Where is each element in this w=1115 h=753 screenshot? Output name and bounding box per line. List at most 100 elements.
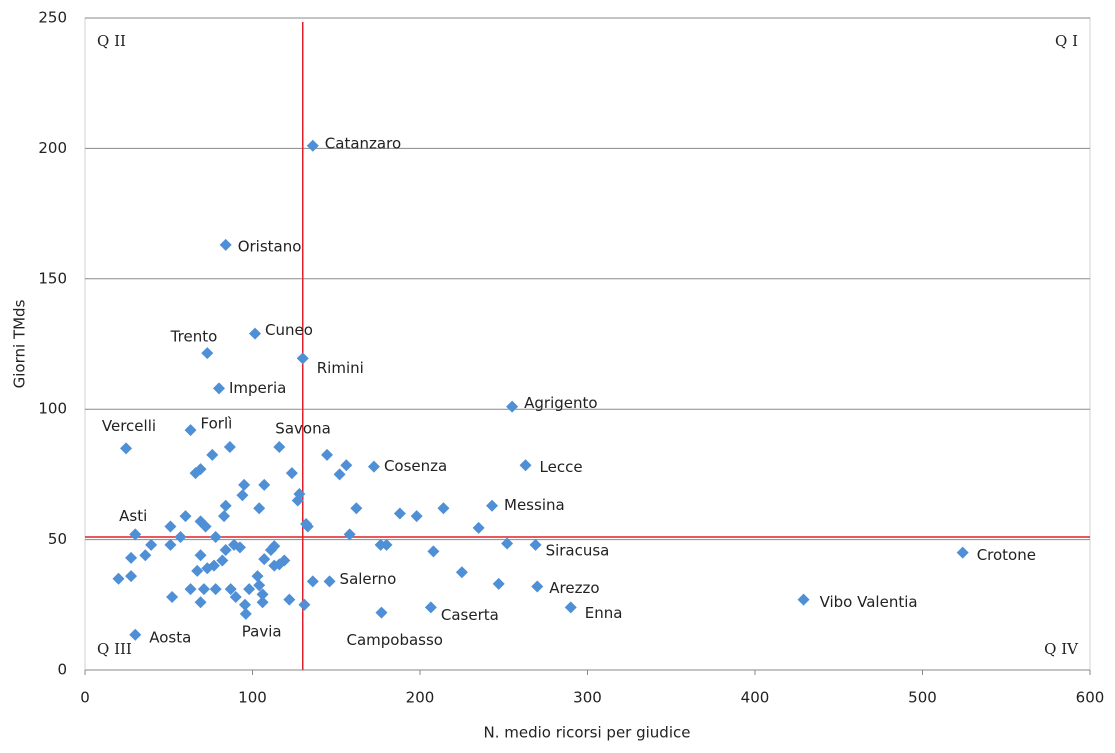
point	[797, 593, 810, 606]
point	[298, 598, 311, 611]
point	[268, 540, 281, 553]
x-tick-label: 600	[1076, 689, 1105, 707]
point	[455, 566, 468, 579]
point	[243, 583, 256, 596]
point	[410, 510, 423, 523]
x-tick-label: 300	[573, 689, 602, 707]
point	[201, 347, 214, 360]
point-label: Agrigento	[524, 394, 597, 412]
point	[206, 448, 219, 461]
point-label: Vercelli	[102, 417, 156, 435]
point-label: Arezzo	[549, 579, 599, 597]
point-label: Caserta	[441, 606, 499, 624]
point-label: Aosta	[149, 628, 191, 646]
point-label: Cosenza	[384, 457, 447, 475]
point	[179, 510, 192, 523]
point	[194, 596, 207, 609]
point	[486, 499, 499, 512]
point	[321, 448, 334, 461]
y-tick-label: 200	[38, 139, 67, 157]
point	[120, 442, 133, 455]
point	[164, 520, 177, 533]
point	[164, 538, 177, 551]
x-tick-label: 500	[908, 689, 937, 707]
point	[273, 441, 286, 454]
quadrant-label: Q II	[97, 32, 126, 50]
point	[219, 238, 232, 251]
point-label: Trento	[170, 328, 218, 346]
x-tick-label: 200	[406, 689, 435, 707]
y-tick-label: 50	[48, 530, 67, 548]
y-tick-label: 100	[38, 400, 67, 418]
point	[296, 352, 309, 365]
point	[199, 520, 212, 533]
x-tick-label: 0	[80, 689, 90, 707]
point	[253, 502, 266, 515]
point	[506, 400, 519, 413]
y-tick-label: 250	[38, 9, 67, 27]
point	[184, 424, 197, 437]
x-axis-label: N. medio ricorsi per giudice	[484, 724, 691, 742]
point	[219, 544, 232, 557]
point-label: Forlì	[201, 415, 233, 433]
point-label: Asti	[119, 507, 147, 525]
point	[209, 530, 222, 543]
point	[129, 628, 142, 641]
point	[213, 382, 225, 395]
point	[125, 570, 138, 583]
point	[125, 551, 138, 564]
point-label: Imperia	[229, 379, 286, 397]
point	[224, 583, 237, 596]
point	[207, 559, 220, 572]
point	[256, 596, 269, 609]
x-tick-label: 400	[741, 689, 770, 707]
point	[184, 583, 197, 596]
point	[367, 460, 380, 473]
point-label: Campobasso	[346, 631, 443, 649]
point-label: Salerno	[340, 570, 397, 588]
point	[251, 570, 264, 583]
point	[306, 575, 319, 588]
plot-area	[84, 17, 1091, 671]
point	[393, 507, 406, 520]
point	[333, 468, 346, 481]
point	[112, 572, 125, 585]
quadrant-label: Q IV	[1044, 640, 1079, 658]
point	[139, 549, 152, 562]
point	[238, 478, 251, 491]
point	[258, 478, 271, 491]
point-label: Vibo Valentia	[820, 593, 918, 611]
point	[472, 521, 485, 534]
point-label: Cuneo	[265, 321, 313, 339]
point	[145, 538, 158, 551]
x-tick-label: 100	[238, 689, 267, 707]
point	[564, 601, 577, 614]
point	[519, 459, 532, 472]
point	[375, 606, 388, 619]
point	[283, 593, 296, 606]
point-label: Siracusa	[546, 541, 610, 559]
point	[285, 467, 298, 480]
point	[174, 530, 187, 543]
point	[956, 546, 969, 559]
point	[197, 583, 210, 596]
point	[501, 537, 514, 550]
point	[350, 502, 363, 515]
point	[218, 510, 231, 523]
point-label: Messina	[504, 496, 565, 514]
point	[191, 564, 204, 577]
point-label: Lecce	[540, 458, 583, 476]
point	[216, 554, 229, 567]
point	[258, 553, 271, 566]
point	[293, 487, 306, 500]
y-axis-label: Giorni TMds	[11, 299, 29, 388]
point-label: Pavia	[242, 622, 282, 640]
point	[256, 588, 269, 601]
point	[229, 590, 242, 603]
point	[219, 499, 232, 512]
quadrant-label: Q III	[97, 640, 132, 658]
point	[380, 538, 393, 551]
point	[209, 583, 222, 596]
point	[437, 502, 450, 515]
point-label: Savona	[275, 420, 330, 438]
